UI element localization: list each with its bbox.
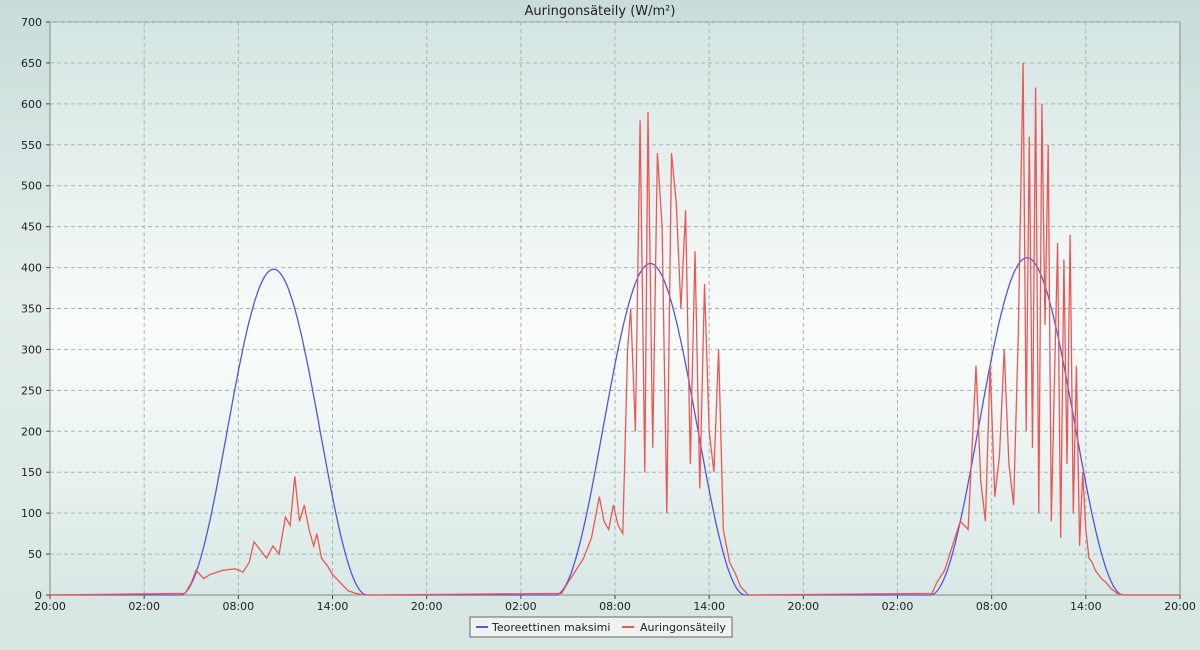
y-tick-label: 450 [21, 221, 42, 234]
x-tick-label: 02:00 [882, 600, 914, 613]
y-tick-label: 550 [21, 139, 42, 152]
x-tick-label: 14:00 [317, 600, 349, 613]
x-tick-label: 20:00 [411, 600, 443, 613]
series-line-radiation [49, 62, 1180, 596]
y-tick-label: 300 [21, 343, 42, 356]
legend: Teoreettinen maksimi Auringonsäteily [469, 616, 733, 638]
x-tick-label: 02:00 [505, 600, 537, 613]
x-tick-label: 20:00 [787, 600, 819, 613]
legend-label-radiation: Auringonsäteily [640, 621, 726, 634]
y-tick-label: 500 [21, 180, 42, 193]
y-tick-label: 100 [21, 507, 42, 520]
legend-box [469, 616, 733, 638]
x-tick-label: 08:00 [222, 600, 254, 613]
series-line-theoretical-max [50, 257, 1180, 596]
y-tick-label: 0 [35, 589, 42, 602]
x-tick-label: 08:00 [599, 600, 631, 613]
y-tick-label: 250 [21, 384, 42, 397]
y-tick-label: 150 [21, 466, 42, 479]
grid-lines [50, 21, 1180, 595]
x-axis: 20:00 02:00 08:00 14:00 20:00 02:00 08:00 14:00… [34, 595, 1196, 613]
x-tick-label: 02:00 [128, 600, 160, 613]
legend-label-max: Teoreettinen maksimi [491, 621, 610, 634]
y-tick-label: 600 [21, 98, 42, 111]
y-tick-label: 650 [21, 57, 42, 70]
y-tick-label: 350 [21, 303, 42, 316]
x-tick-label: 08:00 [976, 600, 1008, 613]
x-tick-label: 14:00 [1070, 600, 1102, 613]
chart-title: Auringonsäteily (W/m²) [525, 4, 676, 19]
x-tick-label: 20:00 [34, 600, 66, 613]
series-lines [49, 62, 1180, 596]
y-tick-label: 700 [21, 16, 42, 29]
y-tick-label: 200 [21, 425, 42, 438]
y-tick-label: 400 [21, 262, 42, 275]
x-tick-label: 14:00 [693, 600, 725, 613]
y-tick-label: 50 [28, 548, 42, 561]
y-axis: 0 50 100 150 200 250 300 350 400 450 500 550 600 650 7… [21, 16, 50, 602]
x-tick-label: 20:00 [1164, 600, 1196, 613]
